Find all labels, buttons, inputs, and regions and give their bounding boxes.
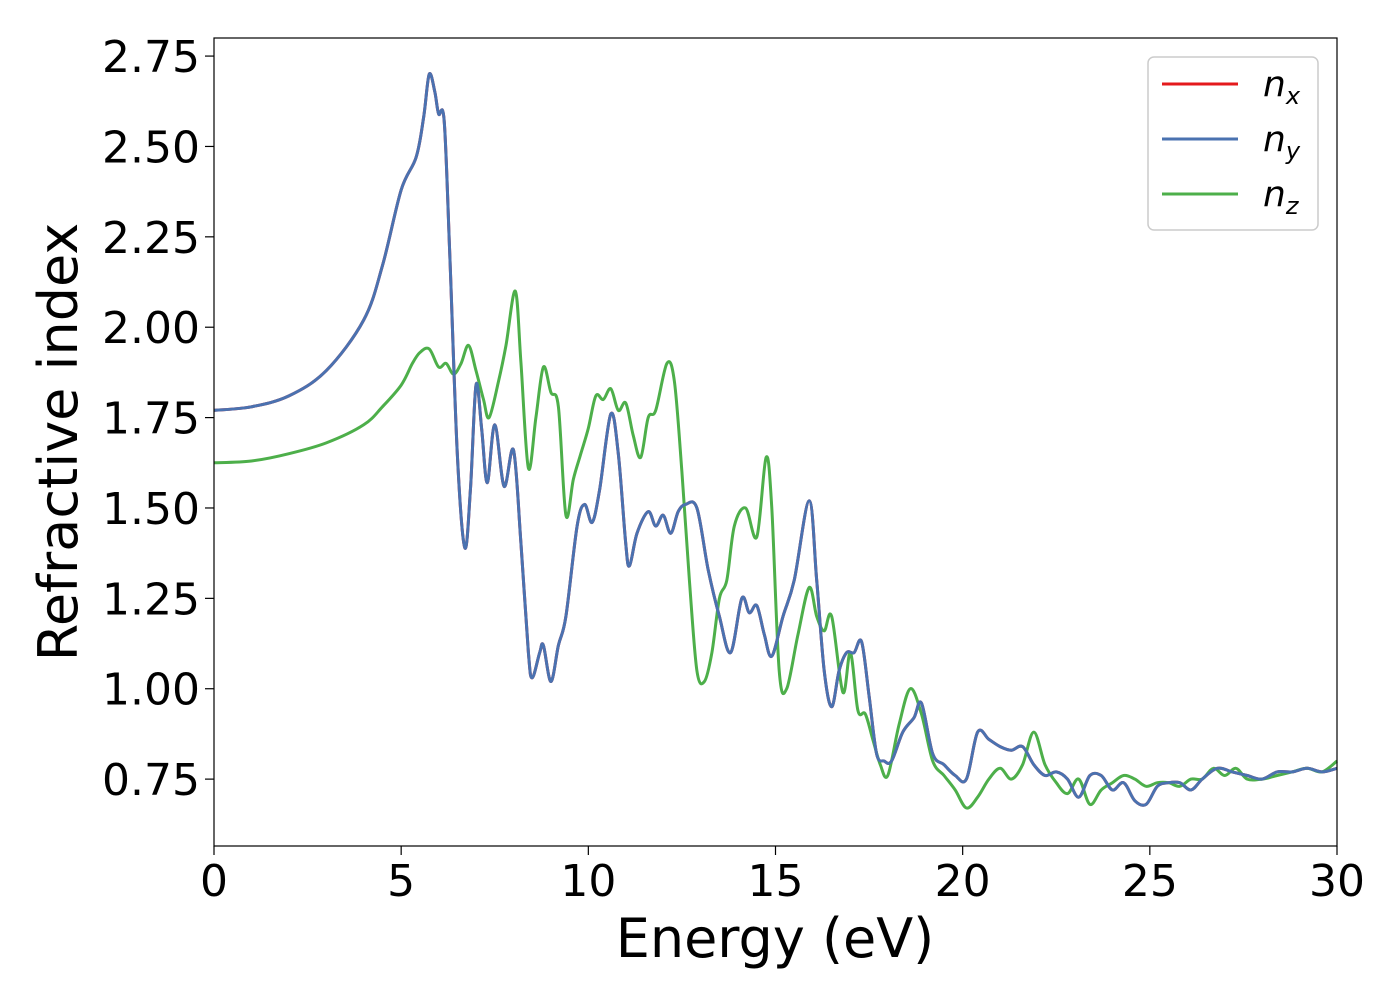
- x-tick-label: 15: [748, 856, 804, 907]
- legend-label-nx: nx: [1263, 64, 1301, 110]
- legend-label-ny: ny: [1263, 119, 1301, 165]
- x-tick-label: 0: [200, 856, 228, 907]
- y-tick-label: 0.75: [102, 755, 200, 806]
- y-tick-label: 1.00: [102, 665, 200, 716]
- legend-items: nx ny nz: [1162, 64, 1301, 220]
- y-tick-label: 2.25: [102, 213, 200, 264]
- y-axis-label: Refractive index: [27, 223, 90, 662]
- y-tick-label: 1.25: [102, 574, 200, 625]
- x-tick-label: 5: [387, 856, 415, 907]
- legend-box: [1147, 56, 1319, 231]
- x-tick-label: 10: [560, 856, 616, 907]
- series-line-ny: [213, 71, 1338, 807]
- y-tick-label: 2.00: [102, 303, 200, 354]
- y-tick-label: 2.50: [102, 122, 200, 173]
- x-tick-label: 30: [1309, 856, 1365, 907]
- y-tick-label: 1.75: [102, 394, 200, 445]
- x-tick-label: 25: [1122, 856, 1178, 907]
- legend: nx ny nz: [1147, 56, 1319, 231]
- x-tick-label: 20: [935, 856, 991, 907]
- y-tick-label: 2.75: [102, 32, 200, 83]
- x-axis-ticks: 0 5 10 15 20 25 30: [200, 846, 1365, 907]
- series-line-nz: [213, 289, 1338, 810]
- y-tick-label: 1.50: [102, 484, 200, 535]
- legend-label-nz: nz: [1263, 174, 1300, 220]
- x-axis-label: Energy (eV): [616, 907, 935, 970]
- y-axis-ticks: 0.75 1.00 1.25 1.50 1.75 2.00 2.25 2.50 2.75: [102, 32, 214, 806]
- series-layer: [213, 71, 1338, 810]
